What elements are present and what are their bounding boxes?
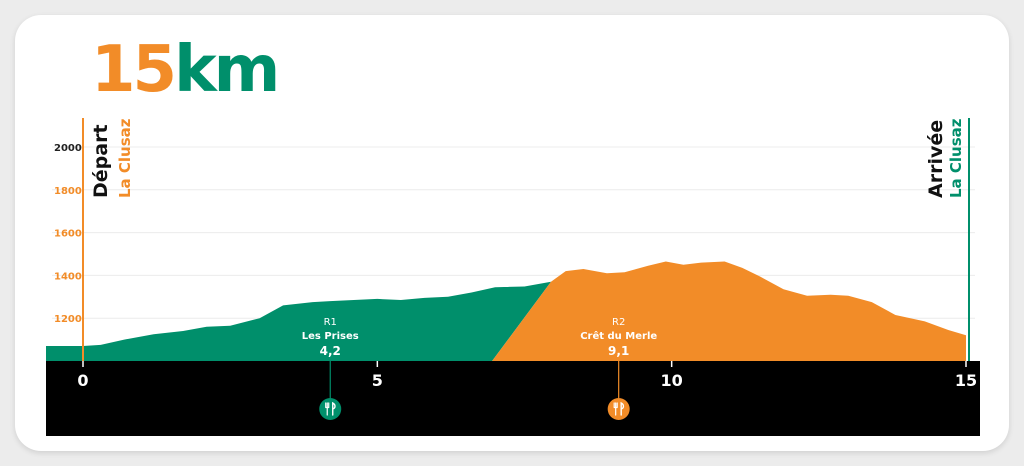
finish-label: Arrivée — [925, 120, 947, 198]
start-label: Départ — [90, 124, 112, 198]
start-finish-markers: Départ La Clusaz Arrivée La Clusaz — [82, 118, 970, 361]
x-axis-labels: 0 5 10 15 — [77, 361, 977, 390]
y-tick-label: 1600 — [54, 229, 82, 240]
orange-elevation-area — [492, 261, 966, 361]
elevation-areas — [46, 261, 966, 361]
fork-knife-icon — [607, 398, 630, 420]
aid-station-r2: R2 Crêt du Merle 9,1 — [580, 317, 657, 420]
y-tick-label: 1800 — [54, 186, 82, 197]
y-tick-label: 1200 — [54, 314, 82, 325]
x-tick-label: 15 — [955, 371, 977, 390]
knife-shape — [332, 401, 336, 416]
icon-badge — [319, 398, 342, 420]
distance-number: 15 — [91, 33, 177, 107]
station-name: Les Prises — [302, 331, 359, 342]
x-tick-label: 0 — [77, 371, 88, 390]
start-place: La Clusaz — [116, 118, 134, 198]
station-km: 9,1 — [608, 344, 629, 358]
y-tick-label: 2000 — [54, 143, 82, 154]
aid-stations: R1 Les Prises 4,2 R2 Crêt du Merle 9,1 — [302, 317, 657, 420]
y-axis-labels: 200018001600140012001000 — [54, 143, 82, 360]
x-tick-label: 5 — [372, 371, 383, 390]
race-distance-title: 15km — [91, 32, 280, 108]
fork-shape — [325, 402, 330, 416]
station-name: Crêt du Merle — [580, 330, 657, 342]
distance-unit: km — [174, 33, 280, 107]
fork-shape — [613, 402, 618, 416]
distance-bar — [46, 361, 980, 436]
knife-shape — [620, 401, 625, 416]
y-tick-label: 1400 — [54, 271, 82, 282]
aid-station-r1: R1 Les Prises 4,2 — [302, 317, 359, 420]
x-tick-label: 10 — [661, 371, 683, 390]
green-elevation-area — [46, 281, 551, 361]
station-code: R2 — [612, 317, 625, 328]
distance-axis-bar — [46, 361, 980, 436]
icon-badge — [607, 398, 630, 420]
fork-knife-icon — [319, 398, 342, 420]
station-km: 4,2 — [320, 344, 341, 358]
station-code: R1 — [324, 317, 337, 328]
finish-place: La Clusaz — [947, 118, 965, 198]
